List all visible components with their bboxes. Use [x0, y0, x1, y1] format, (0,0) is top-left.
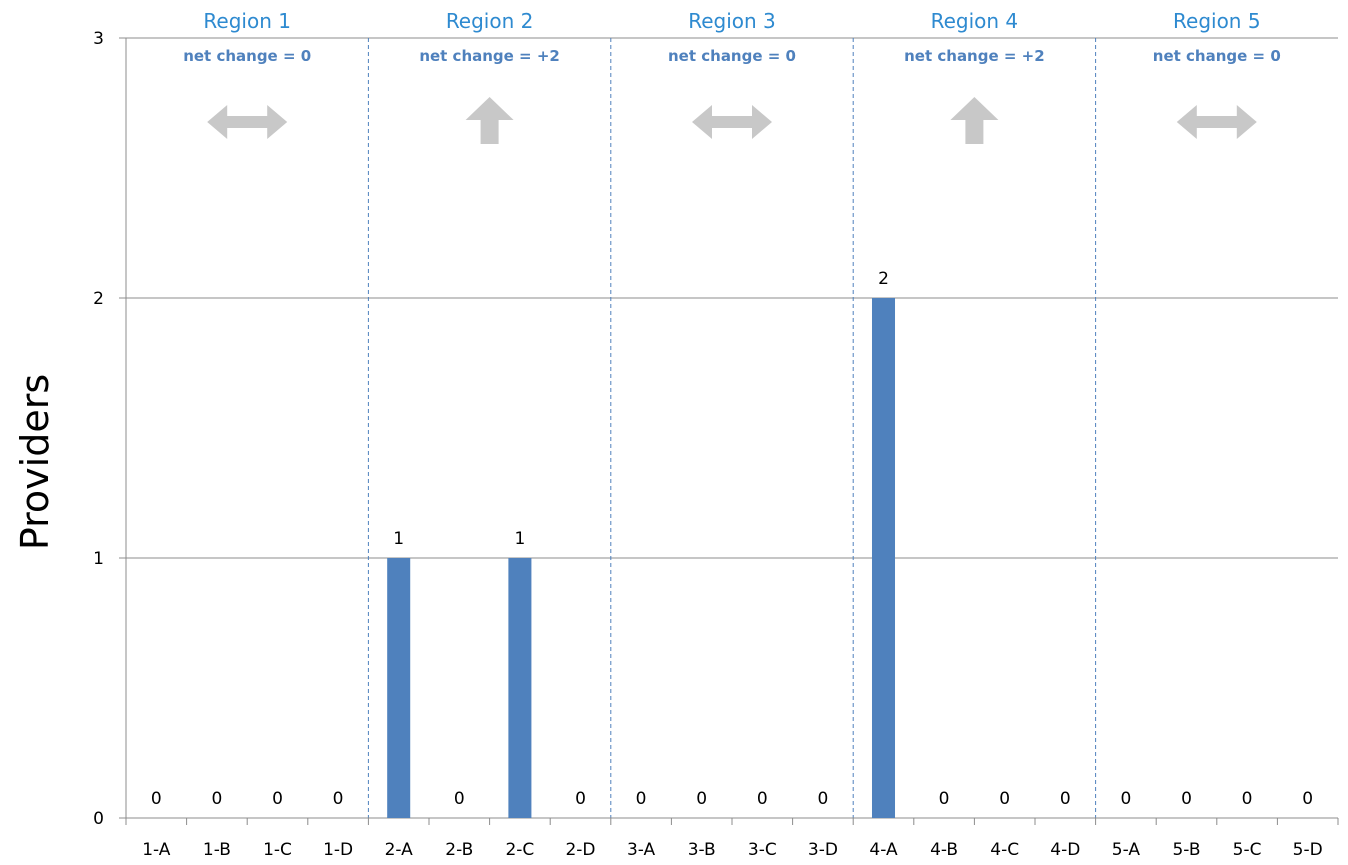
data-label-4-A: 2 — [878, 269, 889, 289]
region-annotations: Region 1 net change = 0 Region 2 net change… — [183, 9, 1281, 144]
x-tick-label-5-A: 5-A — [1112, 840, 1141, 860]
region-net-change: net change = 0 — [183, 47, 311, 65]
x-tick-label-1-A: 1-A — [142, 840, 171, 860]
region-net-change: net change = +2 — [904, 47, 1045, 65]
region-dividers — [367, 38, 1097, 818]
region-net-change: net change = +2 — [419, 47, 560, 65]
data-label-5-D: 0 — [1302, 789, 1313, 809]
region-title: Region 3 — [688, 9, 776, 33]
region-title: Region 4 — [931, 9, 1019, 33]
data-label-5-B: 0 — [1181, 789, 1192, 809]
data-label-3-C: 0 — [757, 789, 768, 809]
data-label-5-A: 0 — [1120, 789, 1131, 809]
x-tick-label-4-A: 4-A — [869, 840, 898, 860]
x-tick-label-1-D: 1-D — [323, 840, 353, 860]
bars — [387, 298, 896, 818]
data-label-1-A: 0 — [151, 789, 162, 809]
data-label-3-A: 0 — [636, 789, 647, 809]
data-label-4-B: 0 — [939, 789, 950, 809]
region-net-change: net change = 0 — [668, 47, 796, 65]
x-tick-label-1-B: 1-B — [203, 840, 231, 860]
region-title: Region 5 — [1173, 9, 1261, 33]
bar-4-A — [871, 298, 896, 818]
data-label-3-D: 0 — [817, 789, 828, 809]
x-tick-label-2-B: 2-B — [445, 840, 473, 860]
bar-2-A — [387, 558, 411, 818]
arrow-up-icon — [465, 97, 514, 144]
data-label-1-D: 0 — [333, 789, 344, 809]
x-tick-label-5-D: 5-D — [1293, 840, 1323, 860]
data-label-3-B: 0 — [696, 789, 707, 809]
double-arrow-icon — [1176, 105, 1257, 139]
data-label-2-B: 0 — [454, 789, 465, 809]
double-arrow-icon — [692, 105, 772, 139]
x-tick-label-2-C: 2-C — [505, 840, 534, 860]
region-title: Region 2 — [446, 9, 534, 33]
y-tick-label: 3 — [93, 29, 104, 49]
gridlines — [126, 37, 1338, 559]
x-tick-label-2-D: 2-D — [565, 840, 595, 860]
y-tick-label: 0 — [93, 809, 104, 829]
y-tick-label: 1 — [93, 549, 104, 569]
x-tick-label-4-D: 4-D — [1050, 840, 1080, 860]
data-label-2-D: 0 — [575, 789, 586, 809]
data-label-4-D: 0 — [1060, 789, 1071, 809]
x-tick-label-3-B: 3-B — [688, 840, 716, 860]
data-label-2-C: 1 — [514, 529, 525, 549]
data-label-4-C: 0 — [999, 789, 1010, 809]
region-title: Region 1 — [203, 9, 291, 33]
x-tick-label-5-B: 5-B — [1172, 840, 1200, 860]
x-tick-label-3-A: 3-A — [627, 840, 656, 860]
data-label-1-C: 0 — [272, 789, 283, 809]
data-label-5-C: 0 — [1242, 789, 1253, 809]
data-label-1-B: 0 — [211, 789, 222, 809]
y-tick-label: 2 — [93, 289, 104, 309]
x-tick-label-3-D: 3-D — [808, 840, 838, 860]
region-net-change: net change = 0 — [1153, 47, 1281, 65]
x-tick-label-3-C: 3-C — [748, 840, 777, 860]
arrow-up-icon — [950, 97, 999, 144]
data-label-2-A: 1 — [393, 529, 404, 549]
x-tick-label-1-C: 1-C — [263, 840, 292, 860]
y-axis-title: Providers — [13, 374, 57, 550]
x-tick-label-5-C: 5-C — [1233, 840, 1262, 860]
x-tick-label-2-A: 2-A — [385, 840, 414, 860]
x-tick-label-4-C: 4-C — [990, 840, 1019, 860]
x-tick-label-4-B: 4-B — [930, 840, 958, 860]
data-labels: 0 0 0 0 1 0 1 0 0 0 0 0 2 0 0 0 0 0 0 0 — [151, 269, 1313, 809]
bar-2-C — [508, 558, 532, 818]
axes: 0 1 2 3 1-A 1-B 1-C 1-D 2-A 2-B 2-C 2-D 3-A 3-B 3-C 3-D… — [93, 29, 1339, 860]
double-arrow-icon — [207, 105, 288, 139]
